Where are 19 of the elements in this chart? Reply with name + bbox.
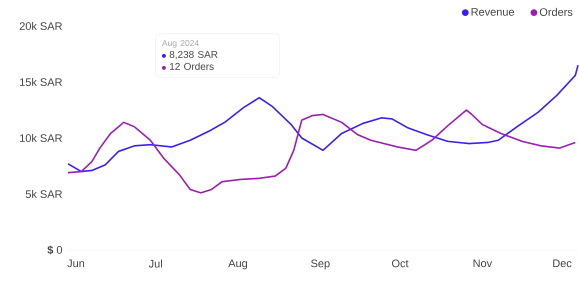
y-tick-label: $ 0 <box>47 246 62 254</box>
x-tick-label: Oct <box>392 260 408 268</box>
legend-label: Revenue <box>472 8 514 16</box>
x-tick-label: Dec <box>553 260 572 268</box>
annotation: Aug 2024 <box>162 40 199 48</box>
x-tick-label: Nov <box>474 260 492 268</box>
line-series <box>67 64 579 172</box>
x-tick-label: Jun <box>67 260 84 268</box>
y-tick-label: 5k SAR <box>26 190 62 198</box>
x-tick-label: Aug <box>228 260 248 270</box>
line-series <box>67 109 576 194</box>
x-tick-label: Jul <box>148 260 162 268</box>
y-tick-label: 15k SAR <box>20 78 62 86</box>
annotation: 8,238 SAR <box>170 50 218 60</box>
y-tick-label: 10k SAR <box>20 134 62 142</box>
x-tick-label: Sep <box>311 260 330 270</box>
legend-label: Orders <box>540 8 572 16</box>
y-tick-label: 20k SAR <box>20 22 62 30</box>
annotation: 12 Orders <box>170 62 214 70</box>
